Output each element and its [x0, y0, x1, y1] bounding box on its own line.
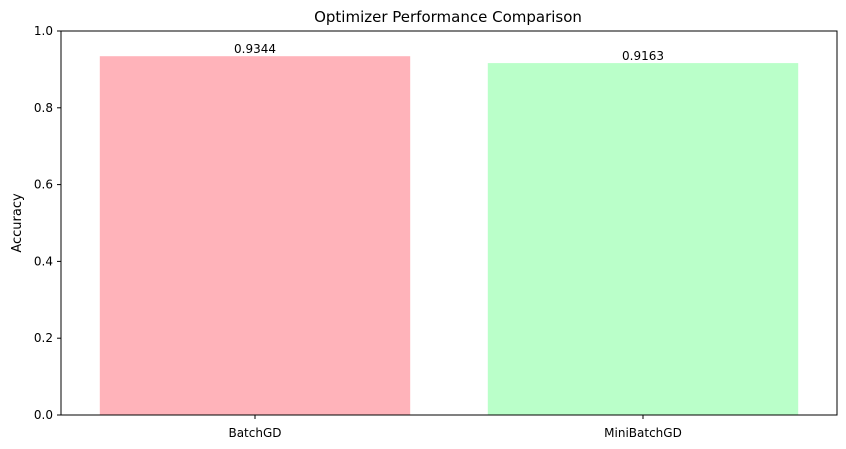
bar-batchgd	[99, 56, 411, 415]
x-tick-label: BatchGD	[228, 426, 281, 440]
y-tick-label: 0.6	[34, 178, 53, 192]
y-axis-label: Accuracy	[10, 193, 25, 253]
y-tick-label: 0.4	[34, 254, 53, 268]
data-label-minibatchgd: 0.9163	[622, 49, 664, 63]
x-tick-label: MiniBatchGD	[604, 426, 682, 440]
y-tick-label: 1.0	[34, 24, 53, 38]
data-label-batchgd: 0.9344	[234, 42, 276, 56]
chart-title: Optimizer Performance Comparison	[314, 8, 582, 26]
plot-frame	[60, 30, 838, 416]
y-tick-label: 0.0	[34, 408, 53, 422]
axes-layer: BatchGD MiniBatchGD 0.0 0.2 0.4 0.6 0.8 1.0	[34, 24, 838, 440]
y-tick-label: 0.8	[34, 101, 53, 115]
bar-minibatchgd	[487, 63, 799, 415]
bars-layer: 0.9344 0.9163	[99, 42, 799, 415]
y-tick-label: 0.2	[34, 331, 53, 345]
